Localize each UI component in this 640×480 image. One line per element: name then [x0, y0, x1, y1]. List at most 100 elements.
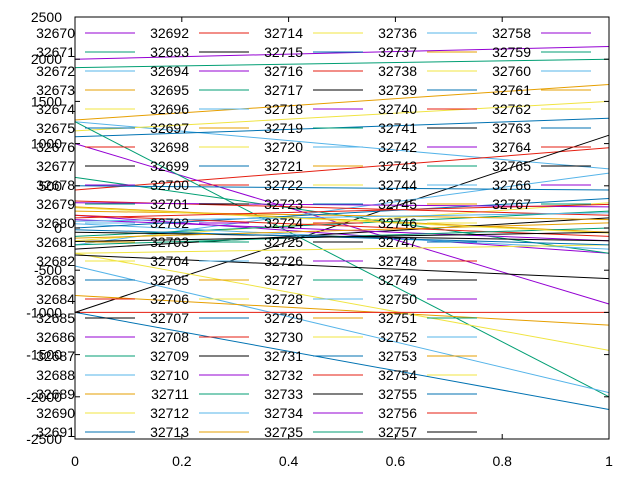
legend-label: 32766 — [492, 177, 531, 193]
series-line — [74, 198, 610, 229]
legend-label: 32678 — [36, 177, 75, 193]
y-tick-label: -500 — [34, 262, 62, 278]
series-line — [74, 202, 610, 242]
legend-label: 32762 — [492, 101, 531, 117]
legend-label: 32702 — [150, 215, 189, 231]
y-tick-label: 0 — [54, 220, 62, 236]
series-line — [74, 231, 610, 242]
legend-label: 32712 — [150, 405, 189, 421]
legend-label: 32688 — [36, 367, 75, 383]
legend-label: 32676 — [36, 139, 75, 155]
legend-label: 32761 — [492, 82, 531, 98]
series-line — [74, 212, 610, 222]
legend-label: 32740 — [378, 101, 417, 117]
legend-label: 32674 — [36, 101, 75, 117]
legend-label: 32716 — [264, 63, 303, 79]
series-layer — [74, 46, 610, 410]
legend-label: 32705 — [150, 272, 189, 288]
y-tick-label: -2500 — [26, 431, 62, 447]
legend-label: 32670 — [36, 25, 75, 41]
legend-label: 32701 — [150, 196, 189, 212]
legend: 32670 32671 32672 32673 32674 32675 32676 32677… — [36, 25, 591, 440]
series-line — [74, 252, 610, 351]
legend-label: 32684 — [36, 291, 75, 307]
series-line — [74, 222, 610, 239]
legend-label: 32741 — [378, 120, 417, 136]
series-line — [74, 121, 610, 398]
series-line — [74, 206, 610, 233]
legend-label: 32692 — [150, 25, 189, 41]
series-line — [74, 147, 610, 191]
series-line — [74, 214, 610, 254]
legend-label: 32697 — [150, 120, 189, 136]
legend-label: 32756 — [378, 405, 417, 421]
legend-label: 32725 — [264, 234, 303, 250]
series-line — [74, 214, 610, 237]
legend-label: 32721 — [264, 158, 303, 174]
series-line — [74, 244, 610, 254]
series-line — [74, 185, 610, 191]
legend-label: 32764 — [492, 139, 531, 155]
legend-label: 32718 — [264, 101, 303, 117]
legend-label: 32695 — [150, 82, 189, 98]
legend-label: 32704 — [150, 253, 189, 269]
series-line — [74, 210, 610, 221]
legend-label: 32729 — [264, 310, 303, 326]
legend-label: 32717 — [264, 82, 303, 98]
legend-label: 32673 — [36, 82, 75, 98]
legend-label: 32672 — [36, 63, 75, 79]
legend-label: 32691 — [36, 424, 75, 440]
legend-label: 32703 — [150, 234, 189, 250]
x-tick-label: 0.6 — [386, 453, 406, 469]
legend-label: 32713 — [150, 424, 189, 440]
legend-label: 32719 — [264, 120, 303, 136]
legend-label: 32738 — [378, 63, 417, 79]
legend-label: 32711 — [151, 386, 189, 402]
legend-label: 32759 — [492, 44, 531, 60]
legend-label: 32754 — [378, 367, 417, 383]
legend-label: 32696 — [150, 101, 189, 117]
series-line — [74, 172, 610, 246]
x-tick-label: 0.4 — [279, 453, 299, 469]
legend-label: 32714 — [264, 25, 303, 41]
legend-label: 32763 — [492, 120, 531, 136]
legend-label: 32736 — [378, 25, 417, 41]
legend-label: 32694 — [150, 63, 189, 79]
series-line — [74, 100, 610, 132]
series-line — [74, 217, 610, 250]
legend-label: 32715 — [264, 44, 303, 60]
legend-label: 32706 — [150, 291, 189, 307]
legend-label: 32681 — [36, 234, 75, 250]
legend-label: 32709 — [150, 348, 189, 364]
legend-label: 32751 — [378, 310, 417, 326]
legend-label: 32760 — [492, 63, 531, 79]
series-line — [74, 46, 610, 60]
legend-label: 32722 — [264, 177, 303, 193]
series-line — [74, 295, 610, 326]
legend-label: 32752 — [378, 329, 417, 345]
legend-label: 32749 — [378, 272, 417, 288]
legend-label: 32686 — [36, 329, 75, 345]
legend-label: 32671 — [36, 44, 75, 60]
series-line — [74, 265, 610, 394]
series-line — [74, 121, 610, 170]
y-tick-label: 2000 — [31, 51, 62, 67]
legend-label: 32677 — [36, 158, 75, 174]
legend-label: 32720 — [264, 139, 303, 155]
legend-label: 32707 — [150, 310, 189, 326]
x-tick-label: 0.8 — [492, 453, 512, 469]
legend-label: 32745 — [378, 196, 417, 212]
legend-label: 32675 — [36, 120, 75, 136]
legend-label: 32746 — [378, 215, 417, 231]
legend-label: 32739 — [378, 82, 417, 98]
legend-label: 32731 — [264, 348, 303, 364]
x-tick-label: 0.2 — [172, 453, 192, 469]
legend-label: 32698 — [150, 139, 189, 155]
legend-label: 32699 — [150, 158, 189, 174]
series-line — [74, 58, 610, 69]
x-tick-label: 1 — [605, 453, 613, 469]
legend-label: 32755 — [378, 386, 417, 402]
legend-label: 32748 — [378, 253, 417, 269]
axis-ticks: 2500 2000 1500 1000 500 0 -500 -1000 -1500 -2000 -… — [26, 9, 613, 469]
